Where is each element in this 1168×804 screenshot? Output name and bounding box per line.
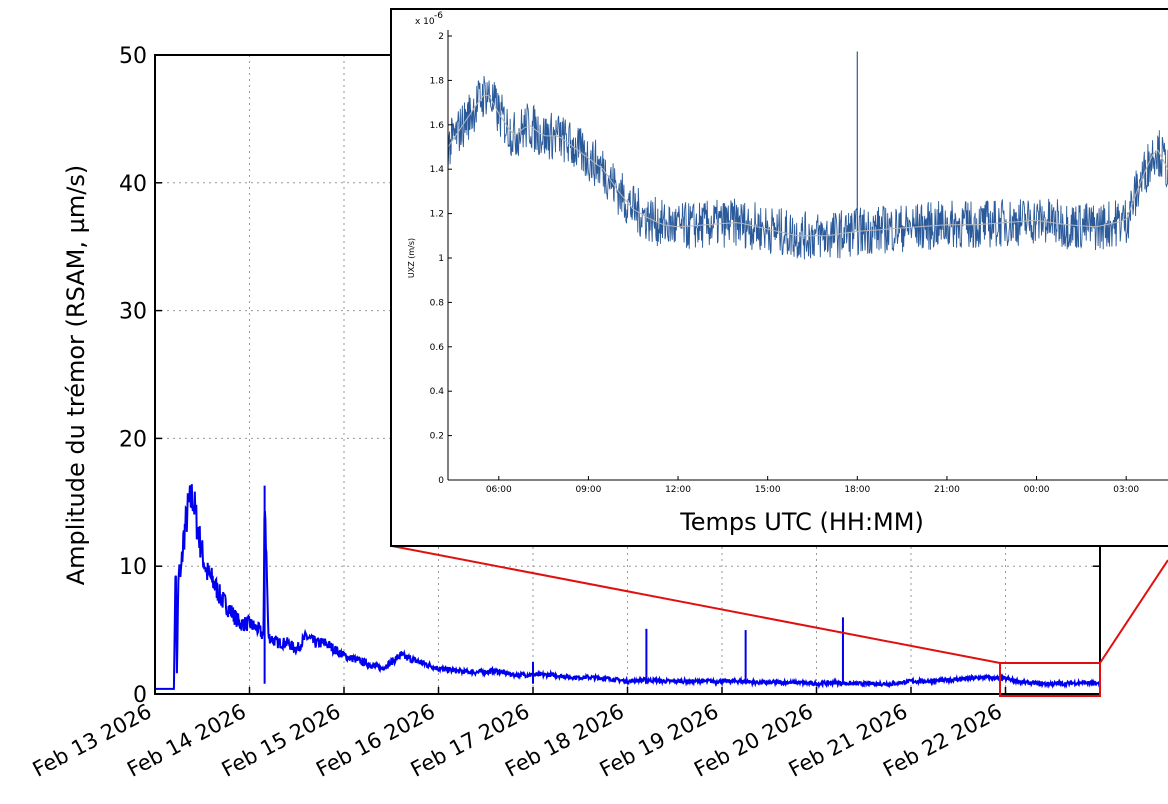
inset-y-tick-label: 1: [438, 254, 444, 264]
inset-series: [447, 51, 1168, 260]
inset-y-tick-label: 1.6: [430, 121, 445, 131]
inset-smooth-curve: [447, 94, 1168, 237]
main-series-line: [155, 484, 1101, 690]
main-y-axis-label: Amplitude du trémor (RSAM, µm/s): [62, 165, 90, 585]
zoom-region-box: [999, 662, 1101, 697]
inset-y-axis-label: UXZ (m/s): [407, 238, 416, 278]
inset-x-tick-label: 09:00: [575, 485, 601, 495]
inset-y-tick-label: 0.6: [430, 343, 445, 353]
inset-y-tick-label: 2: [438, 32, 444, 42]
inset-x-tick-label: 12:00: [665, 485, 691, 495]
y-tick-label: 50: [119, 44, 147, 69]
inset-x-tick-label: 03:00: [1113, 485, 1139, 495]
zoom-connector-right: [1099, 559, 1168, 664]
inset-x-tick-label: 21:00: [934, 485, 960, 495]
inset-y-tick-label: 0.4: [430, 387, 445, 397]
inset-x-tick-label: 18:00: [844, 485, 870, 495]
inset-smooth-line: [447, 94, 1168, 237]
inset-scale-exponent: -6: [434, 11, 443, 21]
zoom-connector-left: [391, 545, 1001, 664]
inset-x-tick-label: 15:00: [755, 485, 781, 495]
y-tick-label: 10: [119, 555, 147, 580]
inset-y-tick-label: 0.2: [430, 432, 444, 442]
inset-series-line: [447, 75, 1168, 260]
inset-scale-label: x 10: [415, 17, 435, 27]
y-tick-label: 30: [119, 300, 147, 325]
inset-x-tick-label: 00:00: [1024, 485, 1050, 495]
inset-axes: 0 0.2 0.4 0.6 0.8 1 1.2 1.4 1.6 1.8 2 06:00 09:00 12:…: [430, 30, 1168, 495]
y-tick-label: 20: [119, 427, 147, 452]
y-tick-label: 0: [133, 683, 147, 708]
y-tick-label: 40: [119, 172, 147, 197]
inset-x-tick-label: 06:00: [486, 485, 512, 495]
inset-y-tick-label: 1.8: [430, 76, 445, 86]
main-y-tick-labels: 0 10 20 30 40 50: [119, 44, 147, 708]
inset-frame: [390, 8, 1168, 547]
inset-y-tick-label: 1.2: [430, 210, 444, 220]
inset-x-axis-label: Temps UTC (HH:MM): [679, 508, 924, 536]
inset-y-tick-label: 0.8: [430, 298, 445, 308]
inset-y-tick-label: 0: [438, 476, 444, 486]
main-series: [155, 484, 1101, 690]
inset-y-tick-label: 1.4: [430, 165, 445, 175]
inset-panel: 0 0.2 0.4 0.6 0.8 1 1.2 1.4 1.6 1.8 2 06:00 09:00 12:…: [390, 8, 1168, 547]
